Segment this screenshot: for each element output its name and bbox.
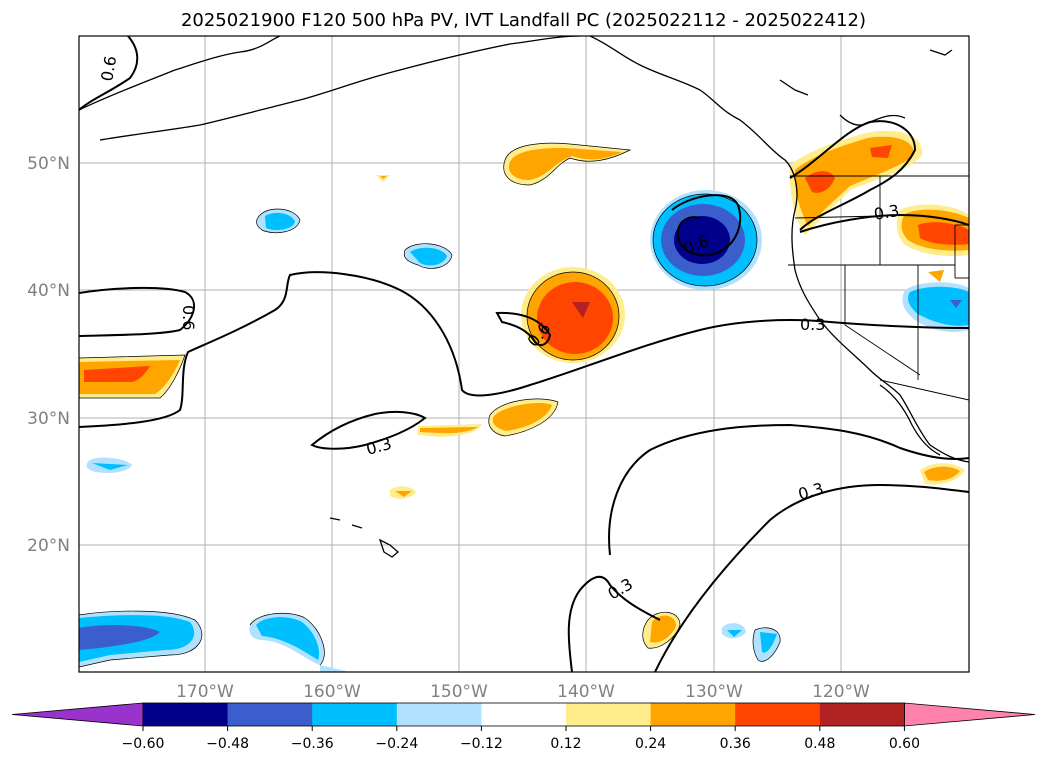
colorbar-tick-label: −0.60 bbox=[122, 736, 165, 752]
colorbar-segment bbox=[650, 703, 736, 726]
pv-contours bbox=[79, 36, 969, 672]
contour-label: 0.6 bbox=[97, 54, 120, 82]
map-panel bbox=[79, 36, 969, 672]
lat-label: 30°N bbox=[27, 409, 70, 429]
colorbar-tick-label: 0.48 bbox=[804, 736, 835, 752]
colorbar-tick-label: 0.12 bbox=[550, 736, 581, 752]
colorbar-segment bbox=[481, 703, 567, 726]
colorbar: −0.60 −0.48 −0.36 −0.24 −0.12 0.12 0.24 0.36 0.4… bbox=[11, 702, 1036, 752]
colorbar-tick-label: −0.12 bbox=[460, 736, 503, 752]
map-title: 2025021900 F120 500 hPa PV, IVT Landfall… bbox=[180, 10, 867, 31]
lat-label: 40°N bbox=[27, 281, 70, 301]
lon-label: 130°W bbox=[685, 682, 743, 702]
colorbar-tick-label: 0.36 bbox=[720, 736, 751, 752]
political-borders bbox=[788, 175, 969, 401]
colorbar-extend-high bbox=[904, 702, 1036, 727]
contour-label: 0.3 bbox=[872, 201, 900, 224]
colorbar-segment bbox=[227, 703, 313, 726]
contour-label: 0.6 bbox=[179, 305, 198, 330]
map-border bbox=[78, 35, 970, 673]
colorbar-tick-label: 0.24 bbox=[635, 736, 666, 752]
colorbar-segment bbox=[566, 703, 652, 726]
longitude-labels: 170°W 160°W 150°W 140°W 130°W 120°W bbox=[176, 682, 870, 702]
colorbar-tick-label: −0.48 bbox=[206, 736, 249, 752]
latitude-labels: 50°N 40°N 30°N 20°N bbox=[27, 154, 70, 556]
colorbar-segment bbox=[143, 703, 229, 726]
contour-label: 0.3 bbox=[800, 315, 825, 334]
colorbar-extend-low bbox=[11, 702, 144, 727]
lon-label: 170°W bbox=[176, 682, 234, 702]
fill-outlines bbox=[79, 142, 781, 668]
lat-label: 20°N bbox=[27, 536, 70, 556]
colorbar-segment bbox=[312, 703, 398, 726]
pv-anomaly-fills bbox=[79, 130, 969, 672]
lon-label: 120°W bbox=[812, 682, 870, 702]
colorbar-tick-label: 0.60 bbox=[889, 736, 920, 752]
colorbar-frame bbox=[142, 702, 905, 727]
colorbar-tick-label: −0.36 bbox=[291, 736, 334, 752]
lon-label: 150°W bbox=[430, 682, 488, 702]
lat-label: 50°N bbox=[27, 154, 70, 174]
colorbar-segment bbox=[396, 703, 482, 726]
coastlines bbox=[79, 36, 969, 558]
colorbar-segment bbox=[735, 703, 821, 726]
colorbar-tick-label: −0.24 bbox=[375, 736, 418, 752]
lon-label: 160°W bbox=[303, 682, 361, 702]
lon-label: 140°W bbox=[557, 682, 615, 702]
colorbar-segment bbox=[819, 703, 905, 726]
